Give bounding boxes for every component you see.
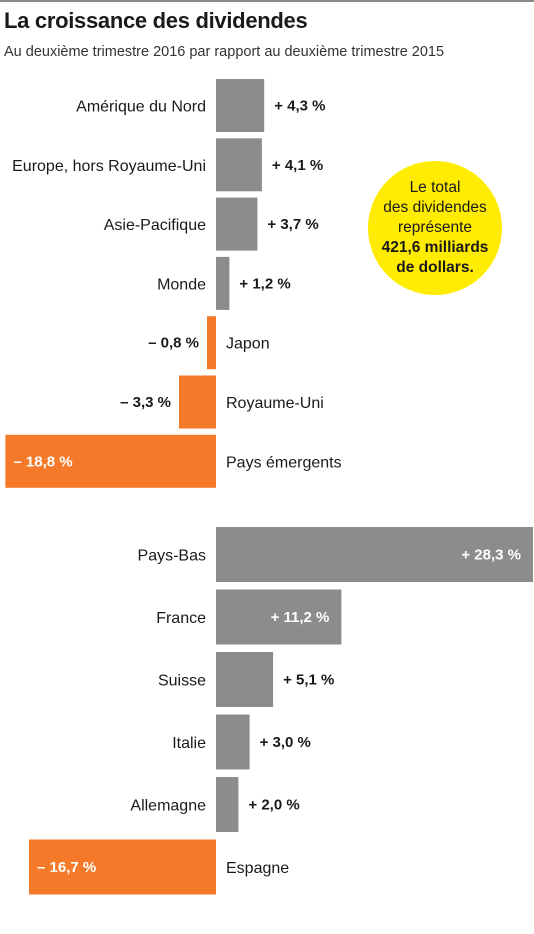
bar-1-5 [207, 316, 216, 370]
category-label: Espagne [226, 860, 289, 877]
top-rule [0, 0, 534, 2]
value-label: + 28,3 % [461, 547, 521, 564]
category-label: Pays émergents [226, 454, 342, 471]
bar-2-1 [216, 527, 533, 582]
category-label: Monde [157, 276, 206, 293]
value-label: – 0,8 % [148, 335, 199, 352]
total-dividends-callout: Le total des dividendes représente 421,6… [368, 161, 502, 295]
value-label: + 3,0 % [260, 734, 311, 751]
value-label: + 2,0 % [248, 797, 299, 814]
bar-2-5 [216, 777, 239, 832]
value-label: + 1,2 % [239, 275, 290, 292]
category-label: Royaume-Uni [226, 395, 324, 412]
category-label: Europe, hors Royaume-Uni [12, 158, 206, 175]
value-label: + 3,7 % [267, 216, 318, 233]
bar-2-3 [216, 652, 274, 707]
bar-1-3 [216, 197, 258, 251]
bar-2-4 [216, 714, 250, 770]
value-label: + 4,3 % [274, 98, 325, 115]
value-label: + 4,1 % [272, 157, 323, 174]
category-label: Italie [172, 735, 206, 752]
bar-2-6 [29, 839, 216, 895]
callout-line-2: des dividendes [383, 199, 487, 216]
value-label: + 5,1 % [283, 672, 334, 689]
category-label: Allemagne [130, 798, 206, 815]
callout-amount: 421,6 milliards [381, 239, 489, 256]
value-label: – 16,7 % [37, 859, 96, 876]
chart-title: La croissance des dividendes [4, 8, 308, 33]
value-label: – 3,3 % [120, 394, 171, 411]
callout-line-1: Le total [409, 179, 461, 196]
callout-line-5: de dollars. [396, 258, 474, 278]
category-label: France [156, 610, 206, 627]
value-label: – 18,8 % [13, 453, 72, 470]
bar-2-2 [216, 589, 342, 645]
bar-1-2 [216, 138, 262, 192]
bar-1-4 [216, 256, 230, 310]
category-label: Asie-Pacifique [104, 217, 206, 234]
bar-1-7 [5, 434, 217, 488]
category-label: Pays-Bas [138, 548, 206, 565]
category-label: Suisse [158, 673, 206, 690]
callout-unit: de dollars. [396, 259, 474, 276]
category-label: Amérique du Nord [76, 99, 206, 116]
bar-1-6 [179, 375, 216, 429]
value-label: + 11,2 % [271, 609, 330, 626]
bar-1-1 [216, 79, 265, 132]
category-label: Japon [226, 336, 270, 353]
chart-subtitle: Au deuxième trimestre 2016 par rapport a… [4, 44, 445, 60]
callout-line-3: représente [397, 219, 473, 236]
